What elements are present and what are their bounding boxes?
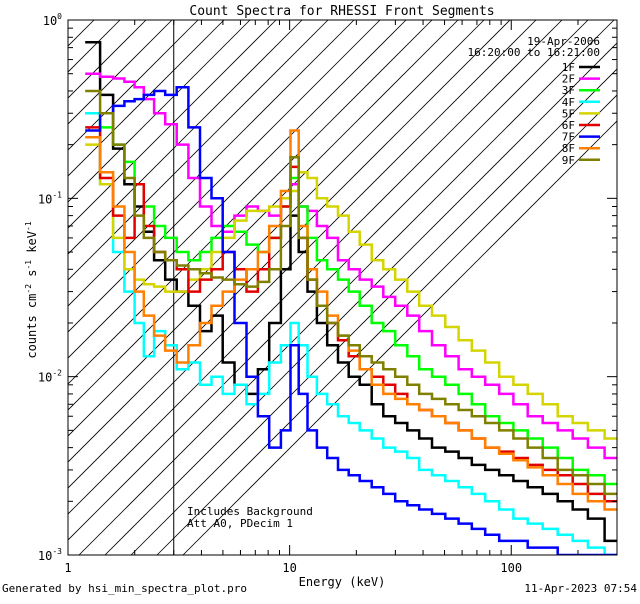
hatch-line <box>68 20 251 203</box>
date-label: 19-Apr-2006 <box>527 35 600 48</box>
hatch-line <box>68 20 407 359</box>
axes: 1 10 100 10-3 10-2 10-1 100 <box>38 12 618 575</box>
hatch-line <box>68 20 459 411</box>
hatch-line <box>68 20 69 21</box>
series-line-2F <box>85 72 617 460</box>
hatch-line <box>68 20 173 125</box>
series-line-7F <box>85 85 617 555</box>
series-line-9F <box>85 89 617 496</box>
series-line-4F <box>85 111 617 555</box>
footer-timestamp: 11-Apr-2023 07:54 <box>524 582 637 595</box>
legend-label-3F: 3F <box>562 84 575 97</box>
hatch-line <box>68 20 563 515</box>
hatch-line <box>68 20 485 437</box>
series-layer <box>85 41 617 555</box>
legend-label-7F: 7F <box>562 131 575 144</box>
legend-label-4F: 4F <box>562 96 575 109</box>
y-tick-label: 10-2 <box>38 369 62 385</box>
plot-frame <box>67 19 618 556</box>
annotation-background: Includes Background <box>187 505 313 518</box>
hatch-line <box>68 20 225 177</box>
legend-label-9F: 9F <box>562 154 575 167</box>
x-axis-label: Energy (keV) <box>299 575 386 589</box>
hatch-line <box>156 94 617 555</box>
hatch-line <box>68 20 355 307</box>
annotation-attenuator: Att A0, PDecim 1 <box>187 517 293 530</box>
hatch-line <box>68 20 381 333</box>
hatch-line <box>68 20 511 463</box>
chart-title: Count Spectra for RHESSI Front Segments <box>189 4 494 19</box>
hatch-line <box>68 20 95 47</box>
y-axis-label: counts cm-2 s-1 keV-1 <box>24 221 39 358</box>
footer-generator: Generated by hsi_min_spectra_plot.pro <box>2 582 248 595</box>
legend-label-6F: 6F <box>562 119 575 132</box>
series-line-1F <box>85 41 617 543</box>
time-range-label: 16:20:00 to 16:21:00 <box>468 46 600 59</box>
x-tick-label: 1 <box>64 561 71 575</box>
y-tick-label: 10-3 <box>38 547 62 563</box>
legend-label-8F: 8F <box>562 142 575 155</box>
hatch-line <box>68 20 303 255</box>
series-line-5F <box>85 143 617 440</box>
hatch-line <box>68 20 329 281</box>
y-tick-label: 10-1 <box>38 190 62 206</box>
x-tick-label: 10 <box>282 561 296 575</box>
series-line-8F <box>85 129 617 511</box>
hatch-line <box>78 20 615 555</box>
hatch-line <box>68 20 277 229</box>
y-tick-label: 100 <box>43 12 62 28</box>
hatch-line <box>68 20 537 489</box>
hatch-line <box>182 120 617 555</box>
hatch-line <box>130 68 617 555</box>
hatch-line <box>68 20 121 73</box>
legend-label-5F: 5F <box>562 107 575 120</box>
legend-label-1F: 1F <box>562 61 575 74</box>
x-tick-label: 100 <box>500 561 522 575</box>
hatch-line <box>68 20 589 541</box>
legend-label-2F: 2F <box>562 73 575 86</box>
series-line-3F <box>85 111 617 486</box>
hatch-line <box>68 20 199 151</box>
